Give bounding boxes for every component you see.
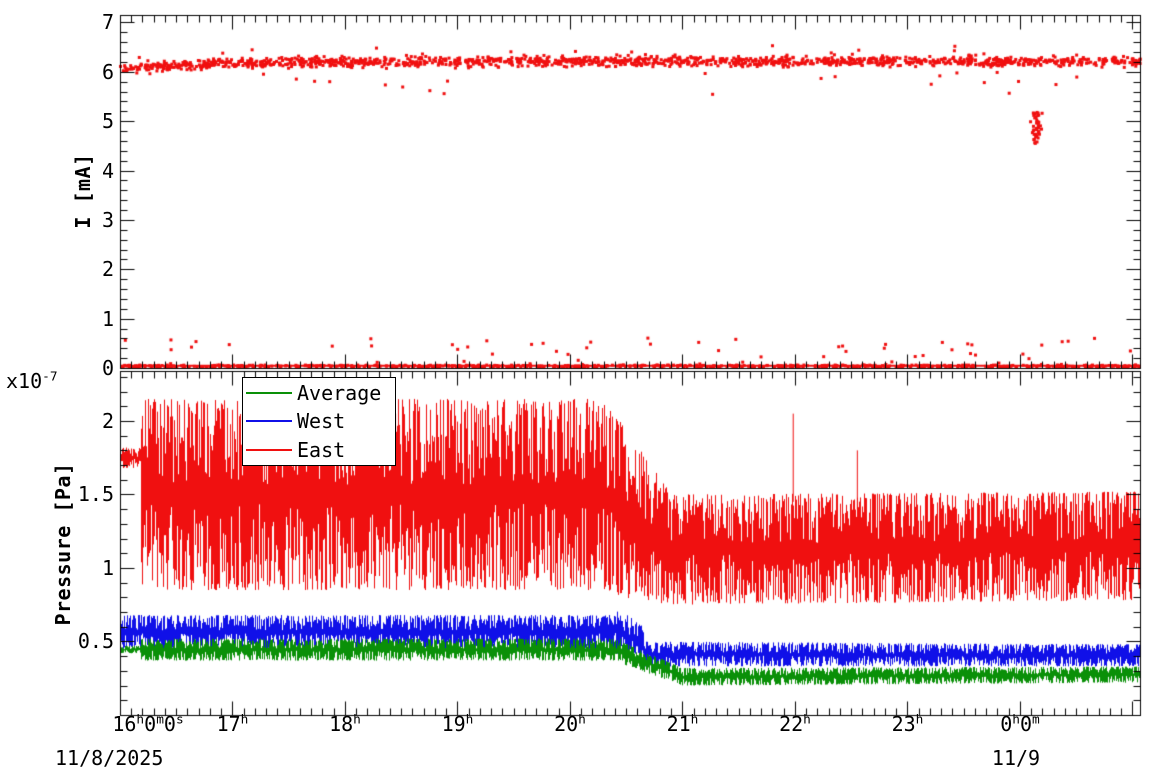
date-label-left: 11/8/2025	[55, 746, 164, 770]
x-tick-label: 21h	[666, 712, 699, 736]
x-tick-label: 23h	[891, 712, 924, 736]
y-scale-exponent-label: x10-7	[6, 369, 58, 393]
top-y-tick-label: 3	[101, 207, 114, 232]
top-y-tick-label: 4	[101, 158, 114, 183]
legend-label-average: Average	[297, 381, 382, 406]
x-tick-label: 17h	[216, 712, 249, 736]
legend-entry-west: West	[243, 408, 395, 435]
x-tick-label: 18h	[329, 712, 361, 736]
average-line-swatch	[246, 392, 292, 395]
legend: Average West East	[242, 377, 396, 466]
top-y-tick-label: 1	[101, 306, 114, 331]
x-tick-label: 0h0m	[1000, 712, 1040, 736]
top-y-tick-label: 6	[101, 59, 114, 84]
bottom-y-tick-label: 2	[101, 408, 114, 433]
bottom-y-tick-label: 1.5	[77, 482, 114, 507]
x-tick-label: 22h	[779, 712, 811, 736]
x-tick-label: 20h	[554, 712, 586, 736]
legend-label-west: West	[297, 409, 346, 434]
top-y-tick-label: 2	[101, 257, 114, 282]
top-y-tick-label: 5	[101, 109, 114, 134]
legend-entry-east: East	[243, 436, 395, 463]
top-y-tick-label: 0	[101, 356, 114, 380]
east-line-swatch	[246, 448, 292, 451]
bottom-y-tick-label: 0.5	[77, 629, 114, 654]
west-line-swatch	[246, 420, 292, 423]
x-tick-label: 19h	[441, 712, 474, 736]
bottom-y-tick-label: 1	[101, 555, 114, 580]
legend-label-east: East	[297, 437, 346, 462]
legend-entry-average: Average	[243, 380, 395, 407]
x-tick-label: 16h0m0s	[112, 712, 184, 736]
top-y-tick-label: 7	[101, 10, 114, 35]
date-label-right: 11/9	[991, 746, 1041, 770]
